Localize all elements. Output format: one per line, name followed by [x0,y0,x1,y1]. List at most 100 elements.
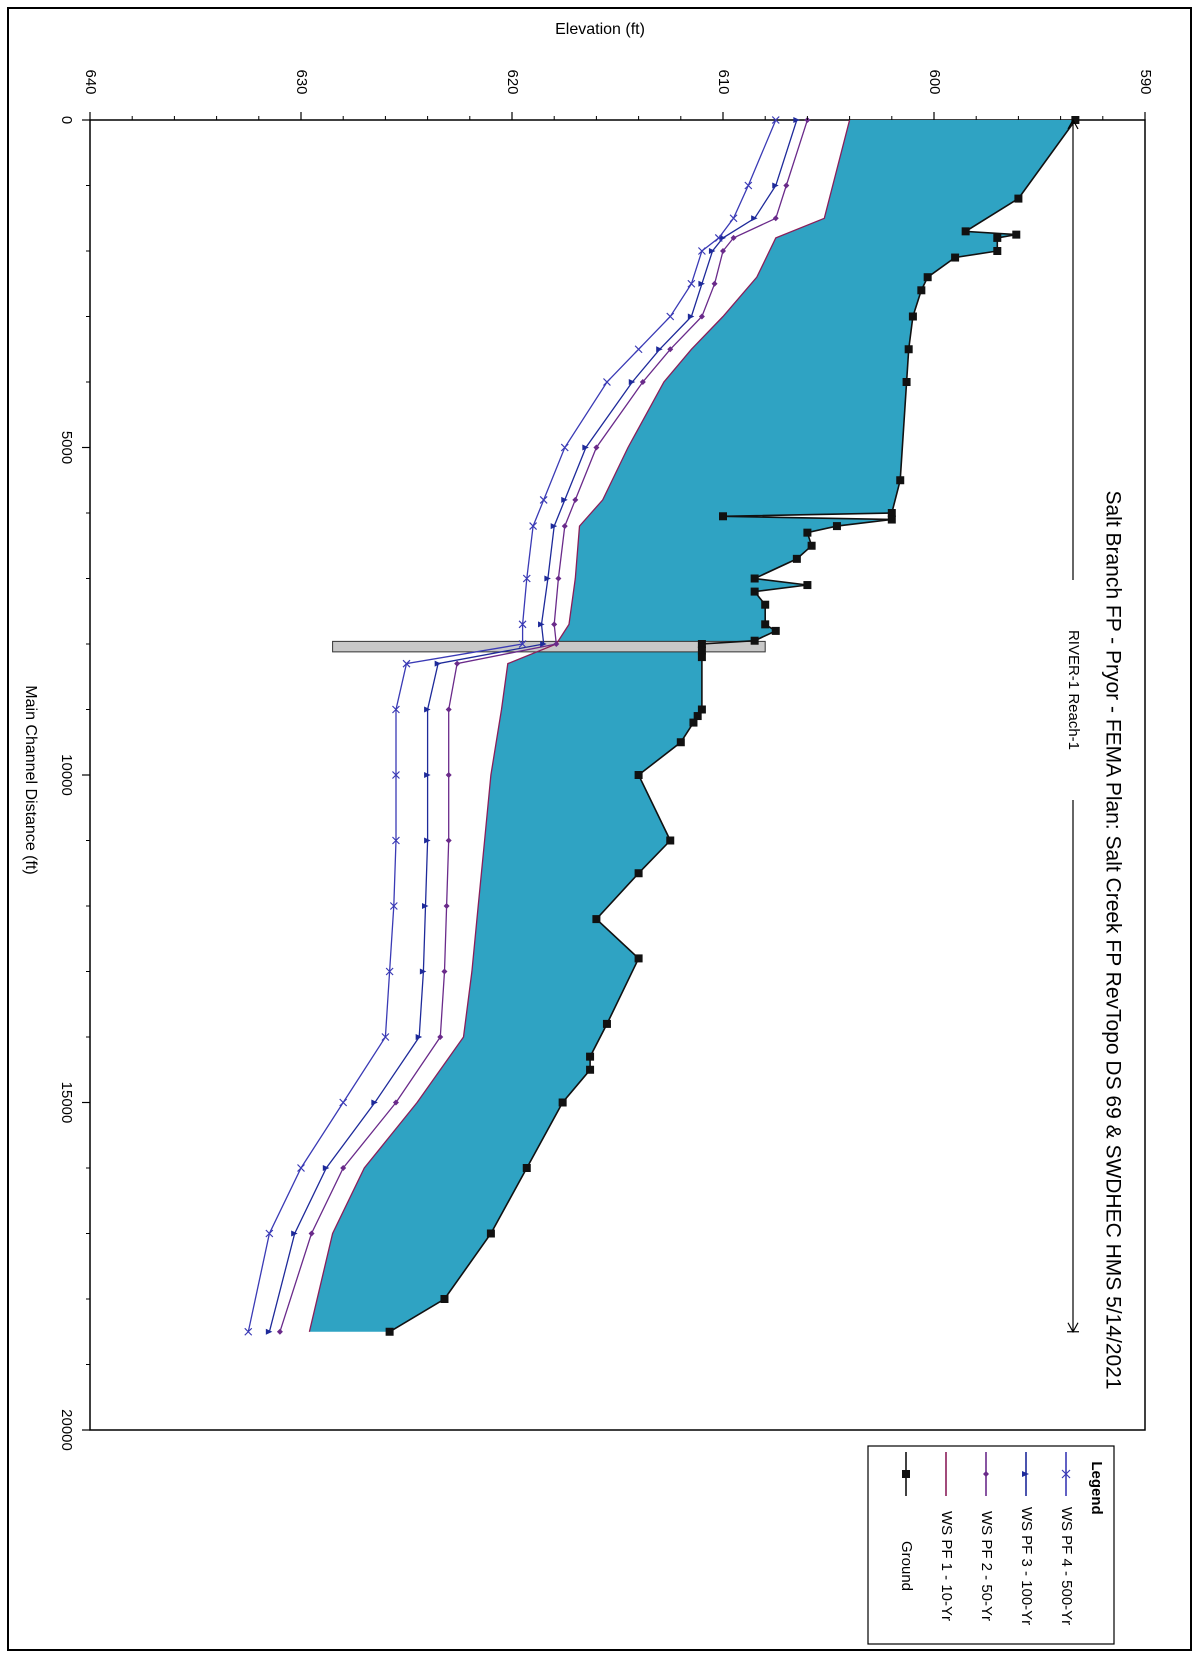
legend-box [867,1445,1115,1645]
pf4-point [687,279,696,288]
elevation-tick-label: 620 [504,69,521,94]
legend-marker-1 [1022,1471,1029,1477]
pf2-point [730,234,737,241]
ground-point [896,476,905,485]
pf4-point [539,495,548,504]
pf3-point [708,248,716,254]
distance-tick-label: 20000 [58,1409,75,1451]
pf4-point [522,574,531,583]
pf2-point [667,346,674,353]
ground-point [697,705,706,714]
water-fill-area [309,120,1076,1332]
ground-point [832,522,841,531]
ground-point [440,1295,449,1303]
ground-point [666,836,675,845]
pf4-point [389,902,398,910]
pf3-point [265,1328,273,1335]
legend-marker-0 [1061,1469,1071,1479]
pf3-point [698,280,705,287]
pf3-point [550,523,558,530]
ground-point [803,581,812,590]
ground-point [1071,116,1080,124]
ground-point [385,1327,394,1336]
ground-point [697,640,706,648]
legend-title: Legend [1088,1461,1105,1514]
pf4-point [381,1033,390,1041]
ground-point [904,345,913,354]
ground-point [887,509,896,517]
ground-point [697,653,706,662]
pf2-point [276,1328,283,1335]
pf4-point [729,214,738,223]
pf3-point [582,444,589,451]
pf3-point [687,313,695,320]
ground-point [923,273,932,282]
pf3-point [628,379,636,385]
ground-point [676,738,685,747]
pf3-point [434,660,442,667]
ground-point [961,227,970,236]
series-layer [244,116,1080,1336]
pf3-point [424,706,431,713]
pf2-point [445,772,452,778]
pf2-point [572,496,579,503]
distance-tick-label: 0 [58,116,75,124]
ground-point [1012,230,1021,239]
pf3-point [424,772,431,778]
legend-label-1: WS PF 3 - 100-Yr [1018,1507,1035,1625]
elevation-tick-label: 640 [82,69,99,94]
pf2-point [441,968,448,975]
pf4-point [560,443,569,452]
distance-tick-label: 5000 [58,431,75,464]
pf2-point [593,444,600,451]
ground-point [761,620,770,629]
pf4-point [402,659,411,668]
ground-point [558,1098,567,1107]
chart-title: Salt Branch FP - Pryor - FEMA Plan: Salt… [1101,490,1124,1389]
pf3-point [419,968,427,975]
reach-arrow-head-top [1067,118,1079,130]
legend-marker-2 [983,1471,989,1477]
ground-point [993,247,1002,255]
pf4-point [244,1327,253,1336]
pf2-point [772,215,779,222]
legend-label-3: WS PF 1 - 10-Yr [938,1511,955,1621]
legend-label-2: WS PF 2 - 50-Yr [978,1511,995,1621]
ground-point [951,253,960,262]
ground-point [586,1052,595,1061]
pf2-point [555,575,562,582]
pf3-point [371,1099,378,1106]
pf2-point [392,1099,399,1106]
ground-point [693,712,702,721]
pf2-point [445,706,452,713]
pf4-point [634,345,643,354]
ground-point [719,512,727,521]
pf2-point [551,621,558,628]
ground-point [993,233,1002,242]
pf2-point [720,248,726,254]
pf4-point [666,312,675,321]
pf3-point [544,575,551,582]
pf2-point [454,660,461,667]
page-frame [7,7,1192,1651]
pf4-point [744,181,753,190]
ground-point [908,312,917,321]
pf3-point [561,496,568,503]
ground-point [771,626,780,635]
pf2-point [437,1034,444,1040]
pf2-point [445,837,452,844]
distance-tick-label: 15000 [58,1082,75,1124]
elevation-axis-label: Elevation (ft) [555,21,645,38]
pf2-point [443,903,450,909]
axis-layer: 590 600 610 620 630 640 0 5000 10000 15000 20000 El… [22,21,1154,1451]
elevation-tick-label: 590 [1137,69,1154,94]
pf2-point [711,280,718,287]
pf4-point [518,620,527,629]
pf4-point [603,378,611,386]
ground-point [586,1065,595,1074]
pf4-point [529,522,538,531]
pf4-point [392,836,400,845]
ground-point [750,574,759,583]
